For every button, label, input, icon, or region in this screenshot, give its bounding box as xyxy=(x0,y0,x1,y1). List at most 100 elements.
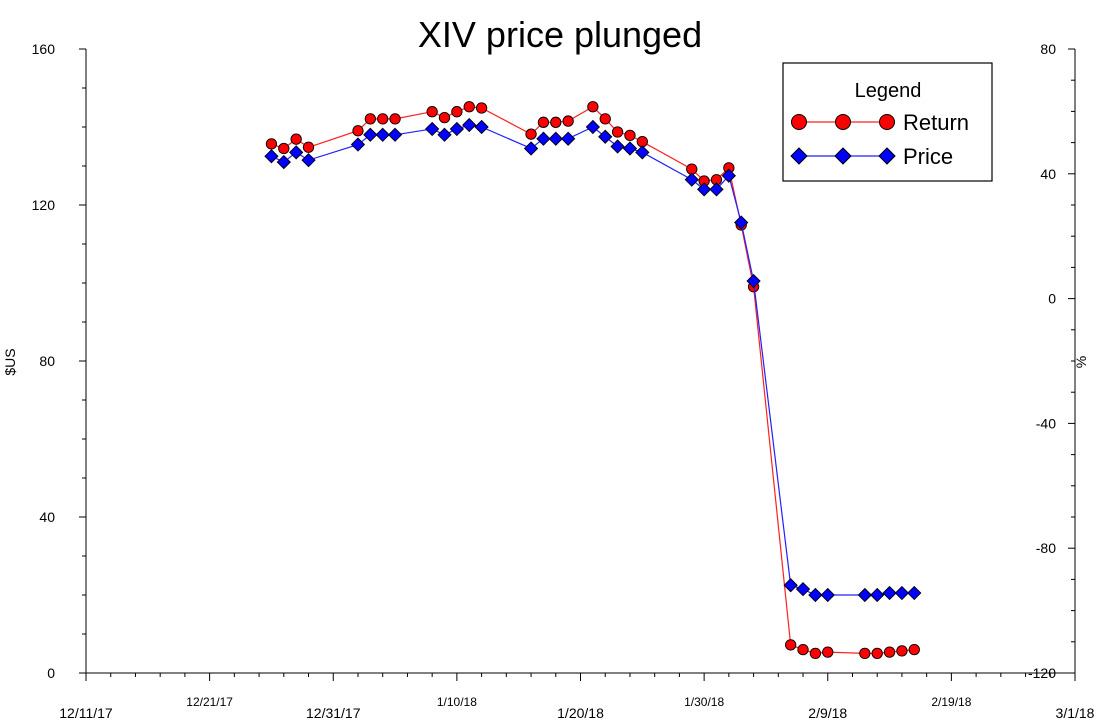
left-tick-label: 120 xyxy=(32,197,56,213)
x-axis: 12/11/17 12/21/17 12/31/17 1/10/18 1/20/18 1/… xyxy=(59,673,1095,721)
price-point xyxy=(536,131,551,146)
price-point xyxy=(264,149,279,164)
legend-return-marker xyxy=(835,114,851,130)
price-point xyxy=(289,145,304,160)
return-point xyxy=(785,639,797,651)
left-y-axis: 0 40 80 120 160 xyxy=(32,41,86,681)
price-point xyxy=(870,587,885,603)
price-point xyxy=(696,182,712,197)
left-tick-label: 160 xyxy=(32,41,56,57)
return-point xyxy=(438,111,451,124)
price-point xyxy=(387,127,403,142)
price-point xyxy=(746,273,761,289)
x-tick-label: 1/20/18 xyxy=(557,705,604,721)
return-point xyxy=(822,646,834,658)
right-tick-label: -120 xyxy=(1028,665,1056,681)
price-point xyxy=(523,141,539,156)
return-point xyxy=(809,647,822,659)
price-point xyxy=(857,587,872,603)
price-point xyxy=(907,585,922,601)
price-point xyxy=(363,127,378,142)
legend-price-marker xyxy=(790,147,808,165)
right-y-axis: -120 -80 -40 0 40 80 xyxy=(1028,41,1075,681)
price-point xyxy=(276,154,291,170)
price-point xyxy=(350,137,366,152)
series-return xyxy=(265,101,920,659)
x-tick-label: 12/21/17 xyxy=(186,695,233,709)
price-point xyxy=(449,121,465,137)
price-point xyxy=(684,172,699,187)
price-point xyxy=(585,119,600,135)
return-point xyxy=(883,646,896,658)
return-point xyxy=(463,101,475,113)
legend-title: Legend xyxy=(855,80,922,102)
return-point xyxy=(611,126,624,138)
right-tick-label: -40 xyxy=(1036,415,1056,431)
legend-return-label: Return xyxy=(903,110,969,135)
price-point xyxy=(783,578,798,593)
return-point xyxy=(389,113,401,125)
price-point xyxy=(561,131,576,146)
x-tick-label: 2/9/18 xyxy=(808,705,847,721)
price-point xyxy=(808,587,823,603)
x-tick-label: 1/10/18 xyxy=(437,695,477,709)
right-tick-label: 40 xyxy=(1040,166,1056,182)
price-point xyxy=(882,585,897,601)
price-point xyxy=(721,168,736,183)
return-point xyxy=(290,133,302,145)
return-point xyxy=(908,643,920,656)
price-point xyxy=(375,127,390,142)
price-point xyxy=(610,139,625,154)
series-line-return xyxy=(271,105,915,654)
price-point xyxy=(301,153,316,168)
x-tick-label: 2/19/18 xyxy=(931,695,971,709)
return-point xyxy=(364,113,376,125)
price-point xyxy=(820,587,835,603)
price-point xyxy=(548,131,563,146)
return-point xyxy=(475,102,488,114)
price-point xyxy=(425,121,440,137)
price-point xyxy=(437,127,452,142)
return-point xyxy=(525,128,537,140)
price-point xyxy=(734,215,749,230)
return-point xyxy=(265,138,278,150)
return-point xyxy=(859,647,871,659)
return-point xyxy=(797,643,809,656)
price-point xyxy=(709,182,724,197)
x-tick-label: 1/30/18 xyxy=(684,695,724,709)
price-point xyxy=(474,119,489,135)
chart-title: XIV price plunged xyxy=(418,14,702,55)
price-point xyxy=(894,585,910,601)
left-tick-label: 0 xyxy=(47,665,55,681)
price-point xyxy=(795,582,811,597)
left-axis-title: $US xyxy=(2,348,18,375)
x-tick-label: 12/31/17 xyxy=(306,705,361,721)
return-point xyxy=(451,106,463,118)
left-tick-label: 40 xyxy=(39,509,55,525)
right-tick-label: 0 xyxy=(1048,291,1056,307)
return-point xyxy=(377,113,389,125)
legend-return-marker xyxy=(879,114,895,130)
right-tick-label: -80 xyxy=(1036,540,1056,556)
price-point xyxy=(598,129,613,144)
return-point xyxy=(426,106,438,118)
right-axis-title: % xyxy=(1073,356,1089,368)
price-point xyxy=(635,145,650,160)
return-point xyxy=(302,141,315,153)
x-tick-label: 12/11/17 xyxy=(59,705,113,721)
legend-price-marker xyxy=(878,147,896,165)
return-point xyxy=(352,125,364,137)
price-point xyxy=(622,141,638,156)
legend-price-label: Price xyxy=(903,144,953,169)
return-point xyxy=(871,647,883,659)
return-point xyxy=(278,142,290,155)
legend-return-marker xyxy=(791,114,807,130)
return-point xyxy=(587,101,599,113)
right-tick-label: 80 xyxy=(1040,41,1056,57)
return-point xyxy=(562,115,574,127)
series-line-price xyxy=(271,124,915,596)
return-point xyxy=(550,116,562,128)
series-layer xyxy=(264,101,922,659)
return-point xyxy=(537,116,550,128)
price-point xyxy=(462,117,477,133)
